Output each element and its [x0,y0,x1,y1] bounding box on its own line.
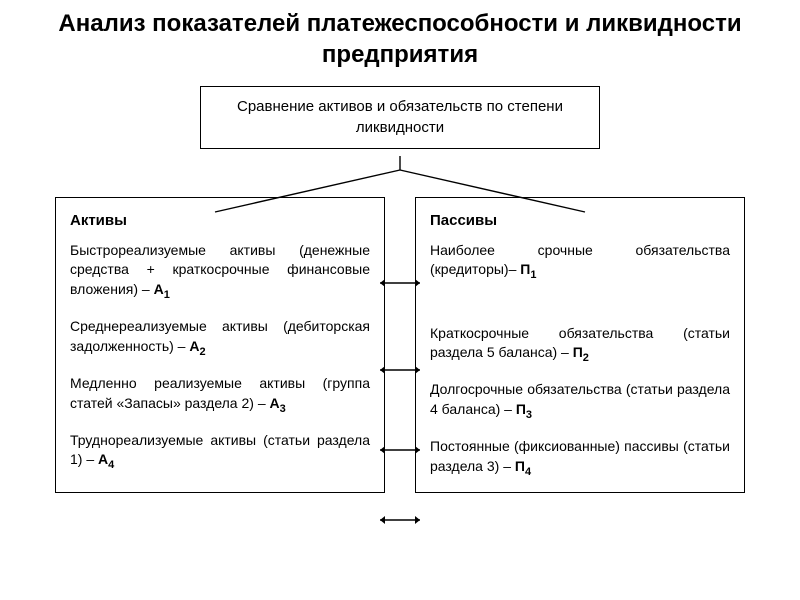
right-item: Наиболее срочные обязательства (кредитор… [430,241,730,284]
item-subscript: 1 [530,269,536,281]
item-text: Труднореализуемые активы (статьи раздела… [70,432,370,468]
item-code: А [270,395,280,411]
right-heading: Пассивы [430,210,730,231]
item-subscript: 3 [280,402,286,414]
columns-wrapper: Активы Быстрореализуемые активы (денежны… [0,197,800,493]
left-item: Быстрореализуемые активы (денежные средс… [70,241,370,303]
item-subscript: 4 [108,459,114,471]
left-heading: Активы [70,210,370,231]
item-code: А [189,338,199,354]
item-code: П [573,344,583,360]
right-column: Пассивы Наиболее срочные обязательства (… [415,197,745,493]
item-text: Среднереализуемые активы (дебиторская за… [70,318,370,354]
item-code: П [520,261,530,277]
right-item: Постоянные (фиксиованные) пассивы (стать… [430,437,730,480]
top-box: Сравнение активов и обязательств по степ… [200,86,600,149]
right-item: Краткосрочные обязательства (статьи разд… [430,324,730,367]
item-text: Долгосрочные обязательства (статьи разде… [430,381,730,417]
page-title: Анализ показателей платежеспособности и … [0,0,800,86]
item-code: П [516,401,526,417]
item-subscript: 1 [164,289,170,301]
item-subscript: 3 [526,409,532,421]
item-text: Наиболее срочные обязательства (кредитор… [430,242,730,278]
right-item: Долгосрочные обязательства (статьи разде… [430,380,730,423]
item-code: П [515,458,525,474]
item-subscript: 4 [525,466,531,478]
item-subscript: 2 [583,352,589,364]
left-item: Среднереализуемые активы (дебиторская за… [70,317,370,360]
item-text: Быстрореализуемые активы (денежные средс… [70,242,370,297]
item-code: А [154,281,164,297]
item-subscript: 2 [199,346,205,358]
item-code: А [98,451,108,467]
item-text: Медленно реализуемые активы (группа стат… [70,375,370,411]
left-item: Медленно реализуемые активы (группа стат… [70,374,370,417]
left-column: Активы Быстрореализуемые активы (денежны… [55,197,385,493]
item-text: Постоянные (фиксиованные) пассивы (стать… [430,438,730,474]
left-item: Труднореализуемые активы (статьи раздела… [70,431,370,474]
